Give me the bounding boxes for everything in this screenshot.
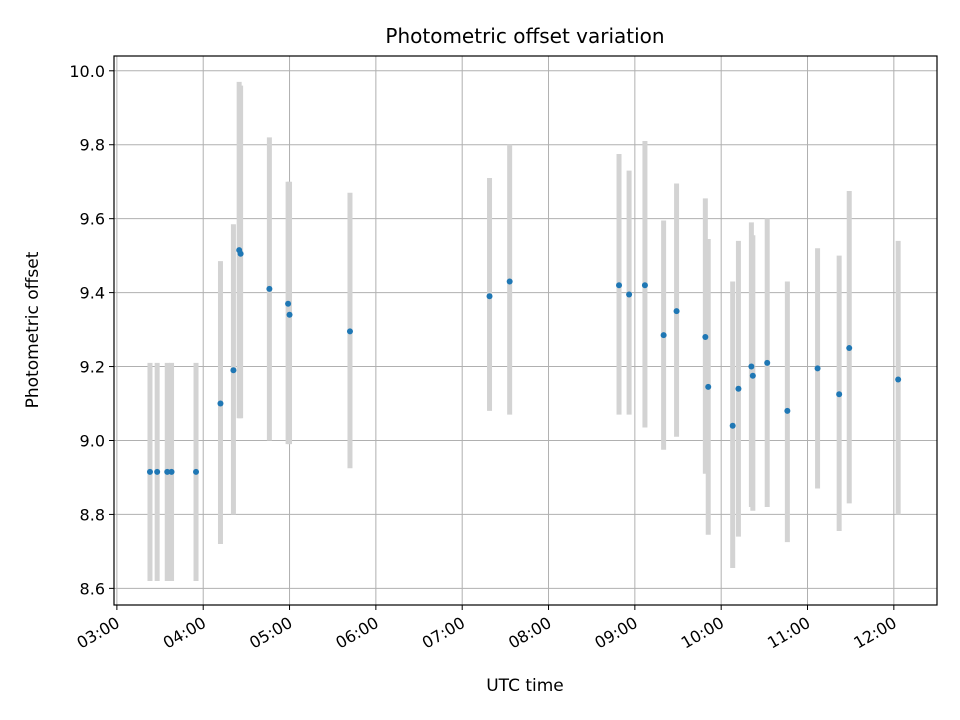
data-point (506, 278, 513, 285)
y-tick-label: 9.4 (80, 284, 105, 303)
data-point (346, 328, 353, 335)
data-point (764, 359, 771, 366)
data-point (146, 468, 153, 475)
data-point (846, 345, 853, 352)
y-tick-label: 9.0 (80, 431, 105, 450)
chart-title: Photometric offset variation (385, 24, 664, 48)
data-point (729, 422, 736, 429)
data-point (702, 333, 709, 340)
data-point (748, 363, 755, 370)
y-tick-label: 10.0 (69, 62, 105, 81)
data-point (735, 385, 742, 392)
data-points (146, 247, 902, 475)
data-point (626, 291, 633, 298)
data-point (164, 468, 171, 475)
y-tick-label: 8.6 (80, 579, 105, 598)
data-point (673, 308, 680, 315)
y-tick-label: 9.6 (80, 210, 105, 229)
y-tick-label: 9.8 (80, 136, 105, 155)
data-point (193, 468, 200, 475)
y-axis-label: Photometric offset (23, 251, 43, 408)
plot-frame (113, 55, 938, 606)
data-point (784, 407, 791, 414)
y-axis-ticks: 8.6 8.8 9.0 9.2 9.4 9.6 9.8 10.0 (69, 62, 114, 598)
data-point (285, 300, 292, 307)
data-point (286, 311, 293, 318)
grid (114, 56, 937, 605)
data-point (814, 365, 821, 372)
data-point (266, 285, 273, 292)
x-axis-label: UTC time (486, 676, 564, 696)
data-point (230, 367, 237, 374)
data-point (660, 332, 667, 339)
data-point (486, 293, 493, 300)
data-point (705, 383, 712, 390)
data-point (237, 250, 244, 257)
data-point (217, 400, 224, 407)
data-point (895, 376, 902, 383)
y-tick-label: 8.8 (80, 505, 105, 524)
y-tick-label: 9.2 (80, 358, 105, 377)
data-point (836, 391, 843, 398)
data-point (616, 282, 623, 289)
data-point (749, 372, 756, 379)
data-point (154, 468, 161, 475)
data-point (168, 468, 175, 475)
data-point (641, 282, 648, 289)
